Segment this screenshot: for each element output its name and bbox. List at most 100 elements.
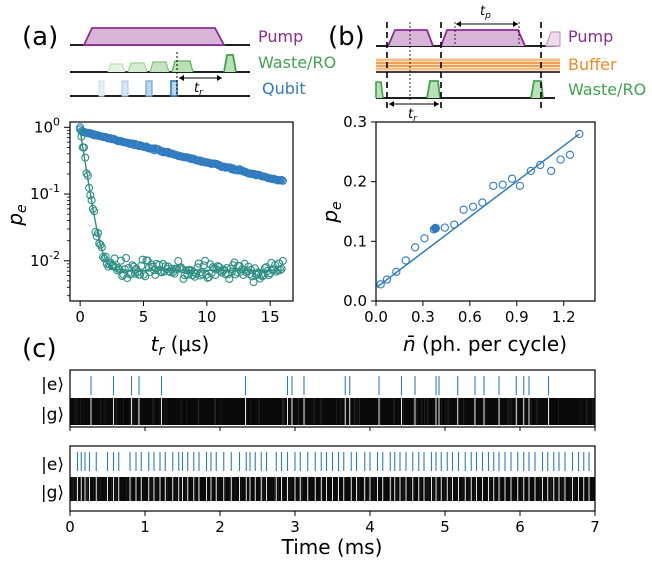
plot-b-point [450, 220, 459, 229]
plot-a-point-teal [269, 265, 278, 274]
plot-a-point-teal [99, 253, 108, 262]
plot-a-point-blue [229, 164, 238, 173]
qubit-label: Qubit [262, 79, 306, 98]
plot-b-frame [375, 121, 596, 302]
plot-b-point [420, 234, 429, 243]
buffer-label: Buffer [568, 55, 617, 74]
trace-row-2-frame [69, 445, 596, 512]
plot-a-point-teal [141, 272, 150, 281]
plot-b-highlighted-point [430, 223, 440, 233]
qubit-pulse-3 [145, 80, 153, 97]
trace-row-1-frame [69, 369, 596, 428]
plot-b-ytick-label: 0.1 [343, 232, 367, 250]
panel-a-schematic: (a) Pump Waste/RO Qubit tr [22, 22, 336, 98]
panel-a-label: (a) [22, 22, 58, 52]
b-pump-pulse-3 [545, 31, 561, 47]
trace-xtick-label: 5 [440, 518, 450, 536]
trace-data [70, 376, 595, 501]
plot-b-xtick-label: 1.2 [552, 308, 576, 326]
plot-a-fit-teal [79, 130, 283, 272]
waste-readout-pulse [223, 54, 237, 73]
panel-c-label: (c) [22, 334, 57, 364]
trace-xtick-label: 1 [140, 518, 150, 536]
plot-b-xlabel: n̄ (ph. per cycle) [403, 332, 567, 356]
qubit-pulse-1 [98, 80, 105, 97]
plot-b-ytick-label: 0.2 [343, 173, 367, 191]
tr-label: tr [194, 81, 204, 98]
plot-a-point-teal [138, 255, 147, 264]
plot-a-point-teal [85, 183, 94, 192]
plot-a-point-teal [181, 266, 191, 275]
plot-b-point [478, 198, 487, 207]
plot-b-xtick-label: 0.6 [458, 308, 482, 326]
plot-b-axes: 0.0 0.3 0.6 0.9 1.2 0.0 0.1 0.2 0.3 [343, 113, 576, 326]
plot-a-point-teal [125, 270, 134, 279]
plot-a-ytick-label: 100 [34, 115, 60, 136]
plot-a-point-teal [158, 259, 168, 269]
plot-a-point-teal [160, 267, 169, 276]
plot-a-point-teal [113, 266, 122, 275]
trace-xtick-label: 6 [515, 518, 525, 536]
plot-a-point-teal [277, 264, 286, 273]
plot-b-data [375, 129, 584, 289]
trace-label-excited: |e⟩ [41, 375, 64, 395]
plot-b-point [468, 202, 478, 211]
trace-label-ground: |g⟩ [41, 405, 64, 425]
plot-a-point-teal [76, 123, 85, 132]
b-pump-pulse-1 [387, 29, 434, 47]
qubit-pulse-4 [170, 80, 178, 97]
buffer-band [376, 58, 560, 71]
panel-b-label: (b) [328, 22, 365, 52]
tr-arrowheads [179, 75, 222, 81]
plot-a-point-teal [225, 274, 234, 284]
plot-a-point-teal [264, 271, 273, 280]
panel-c-traces: (c) |e⟩|g⟩|e⟩|g⟩0 1 2 3 4 5 6 7 Time (ms) [22, 334, 600, 559]
plot-a-point-teal [90, 207, 99, 216]
plot-a-xtick-label: 10 [197, 308, 216, 326]
panel-b-schematic: (b) Pump Buffer Waste/RO tp [328, 4, 646, 124]
panel-a-plot: 0 5 10 15 100 10-1 10-2 pe tr (μs) [3, 115, 294, 359]
b-waste-pulse-2 [530, 80, 544, 99]
plot-a-point-teal [201, 256, 210, 265]
plot-b-point [556, 155, 565, 164]
plot-a-point-teal [170, 269, 179, 278]
plot-a-axes: 0 5 10 15 100 10-1 10-2 [30, 115, 280, 326]
b-waste-pulse-0 [375, 81, 384, 99]
trace-xlabel: Time (ms) [281, 535, 383, 559]
plot-a-point-teal [278, 256, 287, 266]
b-tr-arrowheads [389, 101, 439, 107]
plot-a-data [76, 123, 287, 287]
waste-pulse-3 [149, 61, 170, 73]
waste-pulse-2 [127, 62, 148, 73]
qubit-pulse-2 [121, 80, 129, 97]
panel-b-plot: 0.0 0.3 0.6 0.9 1.2 0.0 0.1 0.2 0.3 pe n̄ (ph. p… [318, 113, 596, 356]
trace-xtick-label: 4 [365, 518, 375, 536]
plot-b-point [536, 160, 545, 170]
pump-label: Pump [258, 27, 303, 46]
plot-a-point-teal [136, 270, 145, 279]
plot-b-point [515, 181, 525, 190]
plot-b-point [575, 129, 584, 139]
plot-a-xtick-label: 15 [261, 308, 280, 326]
plot-a-ytick-label: 10-2 [30, 249, 60, 270]
trace-label-excited: |e⟩ [41, 455, 64, 475]
b-tr-label: tr [408, 107, 418, 124]
plot-a-ytick-label: 10-1 [30, 182, 60, 203]
plot-b-xtick-label: 0.0 [364, 308, 388, 326]
plot-b-ylabel: pe [318, 201, 345, 223]
plot-a-point-teal [79, 143, 89, 152]
plot-a-point-teal [248, 272, 257, 281]
plot-b-point [489, 181, 498, 190]
plot-a-point-teal [97, 243, 106, 252]
plot-a-point-blue [278, 176, 287, 185]
trace-xtick-label: 3 [290, 518, 300, 536]
plot-b-ytick-label: 0.0 [343, 292, 367, 310]
plot-b-point [459, 205, 468, 214]
b-waste-pulse-1 [426, 80, 441, 99]
plot-a-point-teal [83, 171, 92, 180]
waste-label: Waste/RO [258, 53, 336, 72]
b-pump-label: Pump [568, 27, 613, 46]
trace-axes: |e⟩|g⟩|e⟩|g⟩0 1 2 3 4 5 6 7 [41, 375, 600, 536]
plot-a-point-teal [93, 228, 103, 238]
